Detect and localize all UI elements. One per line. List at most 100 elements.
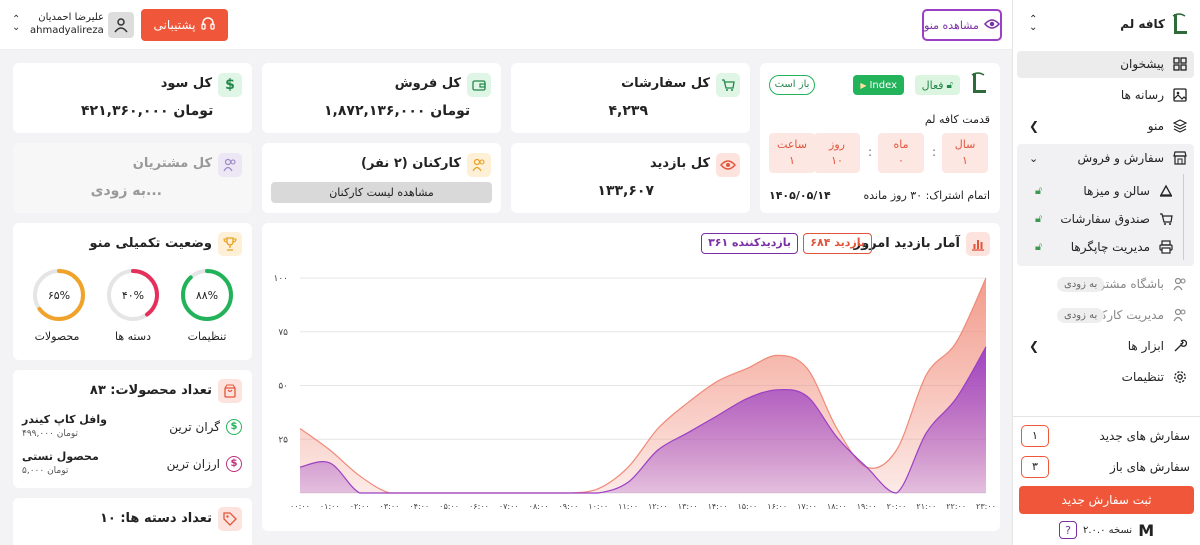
- visits-badge: ۶۸۴ بازدید: [803, 233, 872, 254]
- help-icon[interactable]: ?: [1059, 521, 1077, 539]
- total-orders-title: کل سفارشات: [621, 76, 710, 91]
- new-orders-row[interactable]: سفارش های جدید ۱: [1021, 425, 1190, 449]
- table-icon: [1158, 183, 1174, 199]
- x-tick-label: ۲۱:۰۰: [916, 502, 936, 511]
- most-expensive-label: گران ترین: [169, 420, 220, 434]
- customers-value: به زودی...: [90, 183, 162, 199]
- sidebar-item-label: تنظیمات: [1121, 370, 1164, 384]
- eye-icon: [983, 18, 1000, 33]
- total-profit-title: کل سود: [160, 76, 212, 91]
- brand-name: کافه لم: [1120, 17, 1165, 31]
- cafe-logo-icon: [1171, 12, 1189, 39]
- sidebar-item-dashboard[interactable]: [1017, 51, 1194, 78]
- support-label: پشتیبانی: [153, 18, 196, 32]
- unit-label: روز: [829, 138, 845, 151]
- avatar: [108, 12, 134, 38]
- total-sales-title: کل فروش: [394, 76, 461, 91]
- sidebar-item-settings[interactable]: تنظیمات: [1019, 364, 1188, 390]
- ring-label-categories: دسته ها: [115, 330, 151, 343]
- sidebar: ⌃ ⌄ کافه لم پیشخوان رسانه ها ❮ منو ⌄ سفار…: [1012, 0, 1200, 545]
- submit-order-button[interactable]: ثبت سفارش جدید: [1019, 486, 1194, 514]
- unit-label: ساعت: [777, 138, 807, 151]
- x-tick-label: ۱۰:۰۰: [588, 502, 608, 511]
- sidebar-item-orders-sales[interactable]: ⌄ سفارش و فروش: [1019, 145, 1188, 171]
- cafe-card: فعال 🔓︎ ▶ Index باز است قدمت کافه لم سال…: [760, 63, 1000, 213]
- y-tick-label: ۵۰: [278, 382, 288, 392]
- x-tick-label: ۱۶:۰۰: [767, 502, 787, 511]
- open-orders-row[interactable]: سفارش های باز ۳: [1021, 456, 1190, 480]
- chevron-left-icon: ❮: [1029, 119, 1040, 133]
- view-staff-button[interactable]: مشاهده لیست کارکنان: [271, 182, 492, 203]
- unlock-icon: 🔓︎: [1035, 212, 1043, 225]
- menu-completion-card: وضعیت تکمیلی منو ۸۸% ۴۰% ۶۵% تنظیمات دسته …: [13, 223, 252, 360]
- unlock-icon: 🔓︎: [946, 79, 953, 91]
- x-tick-label: ۱۴:۰۰: [708, 502, 728, 511]
- open-orders-label: سفارش های باز: [1109, 460, 1190, 474]
- brand-switcher[interactable]: ⌃ ⌄ کافه لم: [1023, 12, 1191, 38]
- sidebar-item-order-box[interactable]: 🔓︎ صندوق سفارشات: [1019, 206, 1174, 232]
- index-label: Index: [869, 79, 897, 91]
- support-button[interactable]: پشتیبانی: [141, 9, 228, 41]
- user-menu[interactable]: ⌃⌄ علیرضا احمدیان ahmadyalireza\1...: [8, 10, 134, 40]
- sidebar-item-label: رسانه ها: [1120, 88, 1164, 102]
- series-visitors-line: [299, 346, 987, 494]
- wrench-icon: [1172, 338, 1188, 354]
- y-tick-label: ۲۵: [278, 435, 288, 445]
- x-tick-label: ۰۰:۰۰: [290, 502, 310, 511]
- ring-label-settings: تنظیمات: [187, 330, 227, 343]
- x-tick-label: ۱۹:۰۰: [857, 502, 877, 511]
- unlock-icon: 🔓︎: [1035, 184, 1043, 197]
- visits-area-chart: ۱۰۰ ۷۵ ۵۰ ۲۵ ۰۰:۰۰ ۰۱:۰۰ ۰۲:۰۰ ۰۳:۰۰ ۰۴:۰۰ ۰۵:۰۰ ۰…: [273, 274, 996, 511]
- completion-rings: ۸۸% ۴۰% ۶۵%: [33, 269, 233, 321]
- unit-value: ۱: [962, 154, 968, 167]
- sidebar-item-hall-tables[interactable]: 🔓︎ سالن و میزها: [1019, 178, 1174, 204]
- subscription-date: ۱۴۰۵/۰۵/۱۴: [769, 189, 831, 202]
- headset-icon: [201, 16, 216, 34]
- x-tick-label: ۰۵:۰۰: [439, 502, 459, 511]
- sidebar-item-customer-club[interactable]: به زودی باشگاه مشتریان: [1019, 271, 1188, 297]
- users-icon: [1172, 276, 1188, 292]
- total-visits-card: کل بازدید ۱۳۳,۶۰۷: [511, 143, 750, 213]
- chart-title: آمار بازدید امروز: [853, 236, 960, 251]
- products-title: تعداد محصولات: ۸۳: [89, 383, 212, 398]
- sidebar-item-label: سالن و میزها: [1083, 184, 1150, 198]
- x-tick-label: ۲۰:۰۰: [887, 502, 907, 511]
- chevron-updown-icon: ⌃ ⌄: [1029, 14, 1038, 33]
- ring-settings-arc: [181, 269, 233, 321]
- wallet-icon: [467, 73, 491, 97]
- x-tick-label: ۰۳:۰۰: [380, 502, 400, 511]
- sidebar-item-media[interactable]: رسانه ها: [1019, 82, 1188, 108]
- unlock-icon: 🔓︎: [1035, 240, 1043, 253]
- top-bar: مشاهده منو پشتیبانی ⌃ ⌄ علیرضا احمدیان ah…: [0, 0, 1012, 50]
- categories-title: تعداد دسته ها: ۱۰: [99, 511, 212, 526]
- sidebar-item-tools[interactable]: ❮ ابزار ها: [1019, 333, 1188, 359]
- dollar-icon: $: [218, 73, 242, 97]
- preview-menu-label: مشاهده منو: [924, 18, 979, 32]
- subscription-text: اتمام اشتراک: ۳۰ روز مانده: [863, 189, 990, 202]
- x-tick-label: ۲۳:۰۰: [976, 502, 996, 511]
- customers-title: کل مشتریان: [132, 156, 212, 171]
- sidebar-item-menu[interactable]: ❮ منو: [1019, 113, 1188, 139]
- version-row: ? نسخه ۲.۰.۰ M: [1059, 520, 1154, 540]
- unit-value: ۱۰: [831, 154, 843, 167]
- sidebar-item-printers[interactable]: 🔓︎ مدیریت چاپگرها: [1019, 234, 1174, 260]
- total-profit-card: $ کل سود ۴۲۱,۳۶۰,۰۰۰ تومان: [13, 63, 252, 133]
- x-tick-label: ۰۷:۰۰: [499, 502, 519, 511]
- shopping-bag-icon: [218, 379, 242, 403]
- cheapest-label: ارزان ترین: [166, 457, 220, 471]
- bar-chart-icon: [966, 232, 990, 256]
- preview-menu-button[interactable]: مشاهده منو: [922, 9, 1002, 41]
- x-tick-label: ۰۹:۰۰: [558, 502, 578, 511]
- chevron-left-icon: ❮: [1029, 339, 1040, 353]
- sidebar-item-dashboard-row[interactable]: پیشخوان: [1019, 51, 1188, 77]
- total-visits-value: ۱۳۳,۶۰۷: [597, 183, 654, 199]
- cheapest-name: محصول تستی: [22, 450, 99, 463]
- printer-icon: [1158, 239, 1174, 255]
- months-box: ماه ۰: [878, 133, 924, 173]
- series-visitors-area: [300, 346, 986, 493]
- trophy-icon: [218, 232, 242, 256]
- unit-label: ماه: [893, 138, 909, 151]
- layers-icon: [1172, 118, 1188, 134]
- sidebar-item-staff-management[interactable]: به زودی مدیریت کارکنان: [1019, 302, 1188, 328]
- y-tick-label: ۷۵: [278, 328, 288, 338]
